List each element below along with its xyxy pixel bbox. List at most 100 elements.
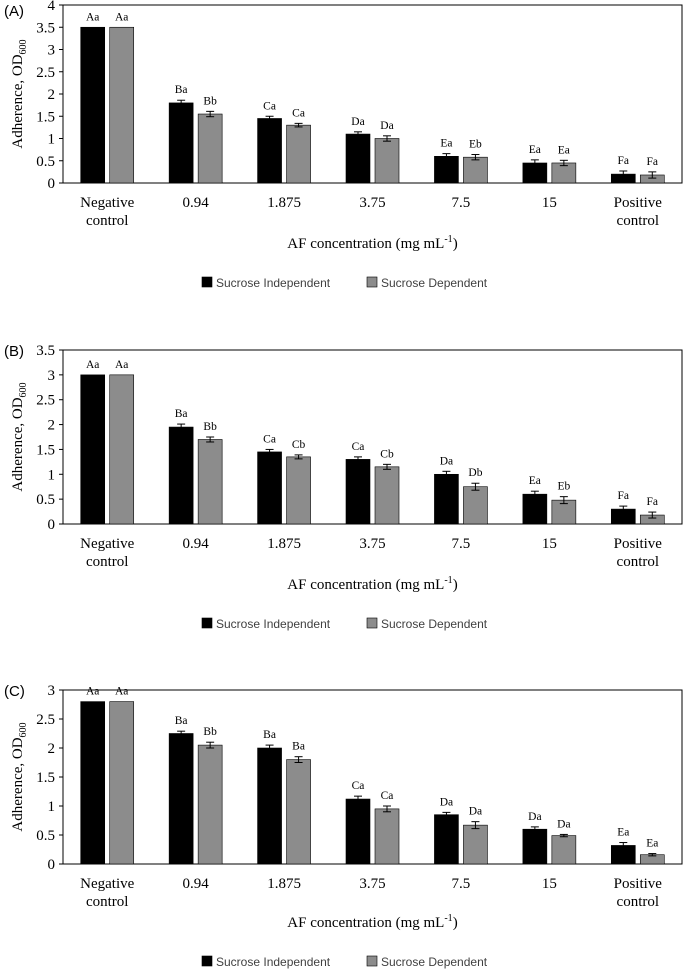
data-label: Cb (292, 439, 306, 451)
bar-sucrose-independent (434, 473, 459, 525)
y-tick-label: 0 (48, 517, 56, 533)
data-label: Da (380, 120, 393, 132)
y-tick-label: 1 (48, 467, 56, 483)
y-axis-label: Adherence, OD600 (10, 39, 29, 148)
bar-sucrose-dependent (197, 744, 223, 865)
x-axis-label-superscript: -1 (444, 575, 452, 586)
y-axis-label-subscript: 600 (18, 722, 29, 737)
x-tick-label: Negative (80, 536, 134, 552)
legend-label: Sucrose Independent (216, 955, 331, 969)
chart-panel-1: (A) 0 0.5 1 1.5 2 2.5 3 3.5 4 Adherence, OD600 Aa Aa… (4, 0, 683, 290)
bar-sucrose-independent (257, 747, 282, 865)
bar-sucrose-independent (345, 459, 371, 525)
x-axis-label-text: AF concentration (mg mL (287, 577, 444, 593)
data-label: Aa (86, 11, 99, 23)
legend-swatch-sucrose-dependent (366, 955, 378, 967)
data-label: Aa (115, 686, 128, 698)
legend: Sucrose Independent Sucrose Dependent (201, 276, 488, 290)
bar-sucrose-independent (522, 493, 548, 525)
y-tick-label: 2 (48, 741, 56, 757)
bar-sucrose-dependent (374, 466, 400, 525)
x-tick-label: control (617, 213, 660, 229)
bar-sucrose-independent (345, 798, 371, 865)
x-tick-label: Positive (614, 876, 663, 892)
bar-sucrose-dependent (286, 124, 311, 184)
x-tick-label: 0.94 (183, 536, 210, 552)
bar-sucrose-dependent (109, 26, 135, 184)
x-tick-label: 0.94 (183, 876, 210, 892)
legend-swatch-sucrose-independent (201, 617, 213, 629)
x-tick-label: Negative (80, 195, 134, 211)
x-tick-label: 7.5 (452, 876, 471, 892)
data-label: Eb (469, 139, 482, 151)
y-tick-label: 1 (48, 132, 56, 148)
bar-sucrose-independent (434, 156, 459, 184)
data-label: Ca (352, 441, 365, 453)
data-label: Da (557, 818, 570, 830)
legend-label: Sucrose Dependent (381, 955, 488, 969)
x-tick-label: 15 (542, 536, 557, 552)
legend-label: Sucrose Dependent (381, 276, 488, 290)
legend-swatch-sucrose-dependent (366, 276, 378, 288)
data-label: Da (469, 806, 482, 818)
panel-label: (A) (4, 3, 24, 20)
x-axis-label: AF concentration (mg mL-1) (287, 913, 457, 931)
y-tick-label: 2.5 (36, 65, 55, 81)
bar-sucrose-independent (522, 828, 548, 865)
data-label: Bb (203, 95, 217, 107)
bar-sucrose-dependent (551, 835, 577, 865)
data-label: Ba (292, 741, 305, 753)
y-tick-label: 3.5 (36, 343, 55, 359)
x-tick-label: control (86, 894, 129, 910)
data-label: Da (440, 796, 453, 808)
data-label: Ea (617, 827, 629, 839)
bar-sucrose-dependent (463, 486, 488, 525)
y-tick-label: 3.5 (36, 20, 55, 36)
x-tick-label: Positive (614, 536, 663, 552)
y-tick-label: 2 (48, 87, 56, 103)
data-label: Ca (352, 780, 365, 792)
x-axis-label: AF concentration (mg mL-1) (287, 575, 457, 593)
legend-swatch-sucrose-independent (201, 955, 213, 967)
data-label: Aa (115, 359, 128, 371)
data-label: Ea (558, 144, 570, 156)
data-label: Da (440, 455, 453, 467)
x-tick-label: 1.875 (267, 876, 301, 892)
chart-panel-3: (C) 0 0.5 1 1.5 2 2.5 3 Adherence, OD600 Aa Aa Nega… (4, 683, 683, 969)
y-tick-label: 4 (48, 0, 56, 14)
bar-sucrose-dependent (374, 808, 400, 865)
x-axis-label-superscript: -1 (444, 913, 452, 924)
x-tick-label: 15 (542, 195, 557, 211)
x-tick-label: 3.75 (359, 876, 385, 892)
x-tick-label: 1.875 (267, 195, 301, 211)
bar-sucrose-dependent (374, 138, 400, 184)
legend-label: Sucrose Independent (216, 276, 331, 290)
data-label: Ca (263, 433, 276, 445)
bar-sucrose-dependent (463, 156, 488, 184)
data-label: Cb (380, 448, 394, 460)
bar-sucrose-dependent (463, 824, 488, 865)
y-tick-label: 3 (48, 43, 56, 59)
y-tick-label: 0.5 (36, 828, 55, 844)
x-axis-label-end: ) (453, 915, 458, 931)
y-tick-label: 1 (48, 799, 56, 815)
y-tick-label: 1.5 (36, 770, 55, 786)
plot-frame (62, 349, 683, 525)
y-axis-label-text: Adherence, OD (10, 397, 26, 491)
data-label: Ba (175, 84, 188, 96)
data-label: Ca (381, 790, 394, 802)
data-label: Fa (647, 496, 659, 508)
data-label: Fa (647, 156, 659, 168)
bar-sucrose-dependent (286, 759, 311, 865)
y-axis-label: Adherence, OD600 (10, 722, 29, 831)
x-tick-label: 3.75 (359, 536, 385, 552)
panel-label: (B) (4, 343, 24, 360)
x-axis-label-end: ) (453, 236, 458, 252)
data-label: Ba (175, 715, 188, 727)
bar-sucrose-independent (345, 133, 371, 184)
x-tick-label: 3.75 (359, 195, 385, 211)
data-label: Ba (175, 408, 188, 420)
y-tick-label: 0.5 (36, 154, 55, 170)
y-tick-label: 0 (48, 857, 56, 873)
